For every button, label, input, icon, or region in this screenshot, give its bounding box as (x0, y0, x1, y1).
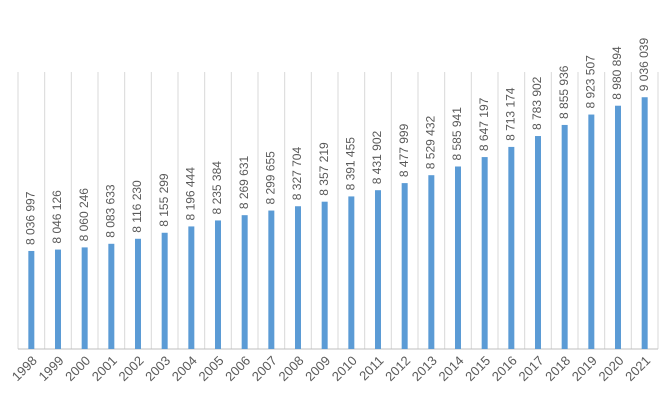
data-label: 8 196 444 (184, 167, 198, 221)
data-label: 8 783 902 (530, 76, 544, 130)
bar (241, 215, 248, 349)
data-label: 8 327 704 (290, 147, 304, 201)
x-tick-label: 2002 (115, 353, 146, 384)
data-label: 8 235 384 (210, 161, 224, 215)
bar (428, 175, 435, 349)
bar (641, 97, 648, 349)
x-tick-label: 1998 (9, 353, 40, 384)
x-tick-label: 2020 (595, 353, 626, 384)
x-tick-label: 2001 (89, 353, 120, 384)
x-tick-label: 1999 (35, 353, 66, 384)
data-label: 8 269 631 (237, 155, 251, 209)
x-tick-label: 2016 (489, 353, 520, 384)
data-label: 8 357 219 (317, 142, 331, 196)
x-tick-label: 2017 (515, 353, 546, 384)
bar (55, 249, 61, 349)
x-tick-label: 2006 (222, 353, 253, 384)
x-tick-label: 2003 (142, 353, 173, 384)
bar (508, 146, 515, 349)
bar (348, 196, 355, 349)
bar (321, 201, 328, 349)
data-label: 8 477 999 (397, 123, 411, 177)
data-label: 8 980 894 (610, 46, 624, 100)
data-label: 8 299 655 (264, 151, 278, 205)
bar (615, 105, 621, 349)
data-label: 9 036 039 (637, 38, 651, 92)
data-label: 8 585 941 (450, 107, 464, 161)
x-tick-label: 2018 (542, 353, 573, 384)
bar (161, 232, 168, 349)
bar (28, 250, 35, 349)
x-tick-label: 2014 (435, 353, 466, 384)
bar (295, 206, 301, 349)
bar (588, 114, 595, 350)
bar (561, 124, 568, 349)
data-label: 8 036 997 (24, 191, 38, 245)
data-label: 8 391 455 (344, 137, 358, 191)
bar (401, 183, 408, 349)
x-tick-label: 2004 (169, 353, 200, 384)
bar (268, 210, 275, 349)
data-label: 8 155 299 (157, 173, 171, 227)
x-tick-label: 2005 (195, 353, 226, 384)
x-tick-label: 2000 (62, 353, 93, 384)
x-tick-label: 2009 (302, 353, 333, 384)
bar (535, 136, 541, 349)
bar (375, 190, 381, 349)
x-tick-label: 2019 (569, 353, 600, 384)
bar (215, 220, 221, 349)
data-label: 8 083 633 (104, 184, 118, 238)
x-tick-label: 2012 (382, 353, 413, 384)
x-tick-label: 2015 (462, 353, 493, 384)
bar (135, 238, 141, 349)
x-tick-label: 2011 (356, 353, 386, 383)
bar (481, 157, 488, 349)
x-tick-label: 2007 (249, 353, 280, 384)
data-label: 8 431 902 (370, 130, 384, 184)
bar (188, 226, 195, 349)
data-label: 8 855 936 (557, 65, 571, 119)
data-label: 8 923 507 (584, 55, 598, 109)
bar (108, 243, 115, 349)
x-tick-label: 2010 (329, 353, 360, 384)
data-label: 8 116 230 (130, 180, 144, 233)
data-label: 8 060 246 (77, 188, 91, 242)
bar (81, 247, 88, 349)
bar (455, 166, 461, 349)
x-tick-label: 2021 (622, 353, 653, 384)
data-label: 8 713 174 (504, 87, 518, 141)
x-tick-label: 2008 (275, 353, 306, 384)
data-label: 8 529 432 (424, 115, 438, 169)
data-label: 8 647 197 (477, 97, 491, 151)
data-label: 8 046 126 (50, 190, 64, 244)
x-tick-label: 2013 (409, 353, 440, 384)
